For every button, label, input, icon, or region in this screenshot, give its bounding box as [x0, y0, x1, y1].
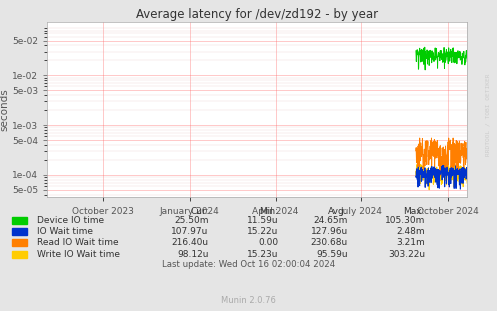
- Text: 98.12u: 98.12u: [177, 250, 209, 258]
- Text: Avg:: Avg:: [329, 207, 348, 216]
- Text: 15.22u: 15.22u: [247, 227, 278, 236]
- Text: Read IO Wait time: Read IO Wait time: [37, 239, 119, 247]
- Text: 105.30m: 105.30m: [385, 216, 425, 225]
- Text: 303.22u: 303.22u: [388, 250, 425, 258]
- Text: 15.23u: 15.23u: [247, 250, 278, 258]
- Text: IO Wait time: IO Wait time: [37, 227, 93, 236]
- Text: 216.40u: 216.40u: [171, 239, 209, 247]
- Text: Min:: Min:: [259, 207, 278, 216]
- Text: 107.97u: 107.97u: [171, 227, 209, 236]
- Text: 11.59u: 11.59u: [247, 216, 278, 225]
- Y-axis label: seconds: seconds: [0, 88, 9, 131]
- Text: Device IO time: Device IO time: [37, 216, 104, 225]
- Text: Munin 2.0.76: Munin 2.0.76: [221, 296, 276, 305]
- Text: 230.68u: 230.68u: [311, 239, 348, 247]
- Text: 95.59u: 95.59u: [316, 250, 348, 258]
- Text: Cur:: Cur:: [190, 207, 209, 216]
- Text: RRDTOOL / TOBI OETIKER: RRDTOOL / TOBI OETIKER: [486, 74, 491, 156]
- Text: 127.96u: 127.96u: [311, 227, 348, 236]
- Text: 2.48m: 2.48m: [396, 227, 425, 236]
- Text: Max:: Max:: [404, 207, 425, 216]
- Title: Average latency for /dev/zd192 - by year: Average latency for /dev/zd192 - by year: [136, 7, 378, 21]
- Text: 3.21m: 3.21m: [396, 239, 425, 247]
- Text: 0.00: 0.00: [258, 239, 278, 247]
- Text: 24.65m: 24.65m: [314, 216, 348, 225]
- Text: 25.50m: 25.50m: [174, 216, 209, 225]
- Text: Write IO Wait time: Write IO Wait time: [37, 250, 120, 258]
- Text: Last update: Wed Oct 16 02:00:04 2024: Last update: Wed Oct 16 02:00:04 2024: [162, 261, 335, 269]
